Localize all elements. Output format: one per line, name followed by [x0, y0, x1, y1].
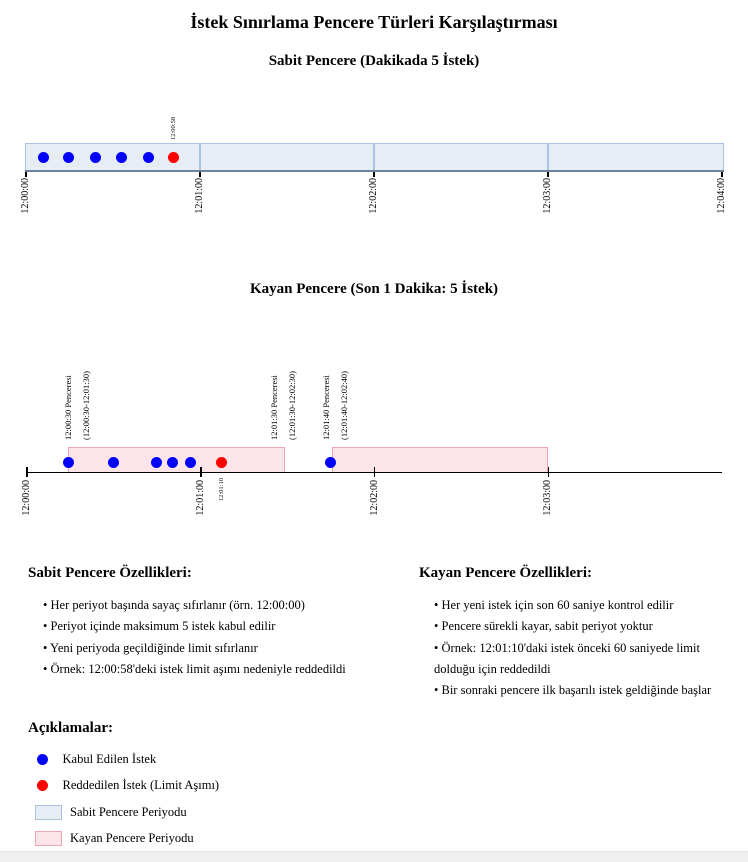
sliding-feature-bullet: • Bir sonraki pencere ilk başarılı istek…: [434, 683, 712, 698]
fixed-features-list: • Her periyot başında sayaç sıfırlanır (…: [28, 595, 410, 680]
figure-title: İstek Sınırlama Pencere Türleri Karşılaş…: [190, 12, 558, 32]
legend-label: Reddedilen İstek (Limit Aşımı): [62, 778, 220, 792]
axis-tick: [200, 467, 202, 477]
sliding-window-label: 12:00:30 Penceresi (12:00:30-12:01:30): [63, 371, 92, 440]
accepted-request-dot: [63, 456, 75, 468]
axis-tick-label: 12:01:00: [194, 479, 206, 516]
sliding-window-rect: [68, 447, 286, 473]
fixed-timeline-axis: [24, 169, 724, 172]
axis-tick-label: 12:00:00: [21, 479, 32, 516]
fixed-feature-bullet: • Periyot içinde maksimum 5 istek kabul …: [43, 619, 276, 634]
legend: Açıklamalar: Kabul Edilen İstek Reddedile…: [28, 720, 219, 855]
legend-row: Kayan Pencere Periyodu: [28, 829, 219, 849]
rejected-request-dot: [167, 152, 179, 163]
sliding-window-rect: [331, 447, 549, 473]
sliding-feature-bullet: • Örnek: 12:01:10'daki istek önceki 60 s…: [434, 640, 700, 676]
accepted-request-dot: [150, 456, 162, 468]
axis-tick-label: 12:00:00: [20, 177, 31, 214]
sliding-feature-bullet: • Her yeni istek için son 60 saniye kont…: [434, 598, 674, 612]
accepted-request-dot: [116, 152, 128, 163]
axis-tick: [373, 467, 376, 477]
axis-tick: [721, 171, 723, 177]
axis-tick-label: 12:02:00: [368, 479, 380, 516]
axis-tick-label: 12:03:00: [542, 177, 553, 214]
fixed-feature-bullet: • Örnek: 12:00:58'deki istek limit aşımı…: [43, 661, 346, 676]
axis-tick: [199, 171, 201, 177]
bottom-gray-strip: [0, 851, 748, 862]
legend-dot-marker: [36, 780, 48, 791]
fixed-window-band: [24, 143, 724, 171]
sliding-features-heading: Kayan Pencere Özellikleri:: [419, 565, 593, 581]
accepted-request-dot: [185, 456, 197, 468]
axis-tick: [547, 171, 549, 177]
accepted-request-dot: [142, 152, 154, 163]
legend-dot-marker: [36, 753, 48, 765]
sliding-window-subtitle: Kayan Pencere (Son 1 Dakika: 5 İstek): [249, 281, 499, 297]
fixed-feature-bullet: • Yeni periyoda geçildiğinde limit sıfır…: [43, 640, 258, 655]
legend-items: Kabul Edilen İstek Reddedilen İstek (Limi…: [28, 749, 219, 849]
rejected-request-time-label: 12:00:58: [169, 116, 177, 140]
legend-row: Sabit Pencere Periyodu: [28, 802, 219, 822]
axis-tick: [547, 467, 549, 477]
fixed-window-subtitle: Sabit Pencere (Dakikada 5 İstek): [268, 53, 480, 69]
legend-heading: Açıklamalar:: [28, 720, 113, 736]
accepted-request-dot: [63, 152, 75, 163]
accepted-request-dot: [90, 152, 102, 163]
legend-label: Sabit Pencere Periyodu: [70, 804, 187, 819]
sliding-window-label: 12:01:40 Penceresi (12:01:40-12:02:40): [321, 371, 350, 440]
axis-tick: [26, 467, 28, 477]
sliding-window-features: Kayan Pencere Özellikleri: • Her yeni is…: [419, 565, 721, 701]
fixed-features-heading: Sabit Pencere Özellikleri:: [28, 565, 192, 581]
axis-tick: [373, 171, 375, 177]
accepted-request-dot: [324, 456, 336, 468]
sliding-features-list: • Her yeni istek için son 60 saniye kont…: [419, 595, 721, 701]
axis-tick-label: 12:02:00: [368, 177, 379, 214]
axis-tick-label: 12:03:00: [542, 479, 554, 516]
sliding-window-label: 12:01:30 Penceresi (12:01:30-12:02:30): [269, 371, 297, 440]
fixed-feature-bullet: • Her periyot başında sayaç sıfırlanır (…: [43, 598, 305, 612]
legend-label: Kabul Edilen İstek: [62, 751, 157, 766]
accepted-request-dot: [167, 456, 179, 468]
fixed-window-segment-divider: [199, 143, 201, 171]
accepted-request-dot: [37, 152, 49, 163]
legend-label: Kayan Pencere Periyodu: [70, 831, 194, 845]
axis-tick: [25, 171, 27, 177]
fixed-window-segment-divider: [547, 143, 549, 171]
legend-swatch-marker: [35, 804, 62, 820]
accepted-request-dot: [107, 456, 119, 468]
fixed-window-segment-divider: [373, 143, 375, 171]
sliding-feature-bullet: • Pencere sürekli kayar, sabit periyot y…: [434, 619, 653, 634]
minor-tick-label: 12:01:10: [217, 477, 225, 501]
axis-tick-label: 12:04:00: [716, 177, 727, 214]
fixed-window-features: Sabit Pencere Özellikleri: • Her periyot…: [28, 565, 410, 680]
legend-row: Reddedilen İstek (Limit Aşımı): [28, 776, 219, 796]
axis-tick-label: 12:01:00: [194, 177, 205, 214]
legend-row: Kabul Edilen İstek: [28, 749, 219, 769]
rejected-request-dot: [215, 456, 227, 468]
sliding-timeline-axis: [27, 471, 722, 474]
legend-swatch-marker: [35, 831, 62, 846]
